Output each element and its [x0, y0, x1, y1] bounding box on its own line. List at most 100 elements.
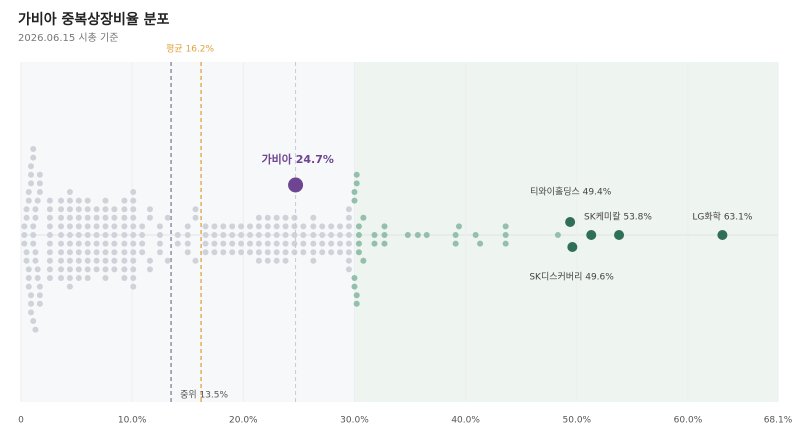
company-dot [46, 223, 53, 230]
company-dot [291, 249, 298, 256]
company-dot [111, 206, 118, 213]
company-dot [381, 223, 388, 230]
company-dot [34, 275, 41, 281]
company-dot [300, 240, 307, 247]
company-dot [255, 223, 262, 230]
company-dot [84, 223, 91, 230]
company-dot [355, 249, 362, 256]
company-dot [75, 232, 82, 238]
company-dot [156, 249, 163, 256]
company-dot [84, 275, 91, 281]
company-dot [102, 197, 109, 204]
highlight-label: SK디스커버리 49.6% [529, 272, 614, 283]
company-dot [502, 240, 509, 247]
highlight-dot [717, 230, 728, 240]
company-dot [139, 223, 146, 230]
company-dot [102, 249, 109, 256]
company-dot [21, 232, 28, 238]
highlight-label: SK케미칼 53.8% [584, 212, 652, 223]
company-dot [192, 257, 199, 264]
company-dot [30, 146, 37, 152]
company-dot [84, 249, 91, 256]
company-dot [202, 232, 209, 238]
company-dot [121, 206, 128, 213]
chart-subtitle: 2026.06.15 시총 기준 [18, 32, 118, 44]
company-dot [220, 240, 227, 247]
company-dot [353, 180, 360, 187]
company-dot [84, 266, 91, 273]
company-dot [84, 206, 91, 213]
reference-label: 중위 13.5% [180, 390, 228, 401]
company-dot [246, 232, 253, 238]
company-dot [28, 309, 35, 316]
company-dot [121, 266, 128, 273]
company-dot [351, 275, 358, 281]
company-dot [246, 223, 253, 230]
company-dot [264, 249, 271, 256]
company-dot [264, 223, 271, 230]
company-dot [66, 249, 73, 256]
company-dot [282, 240, 289, 247]
company-dot [36, 189, 43, 195]
company-dot [30, 232, 37, 238]
company-dot [184, 240, 191, 247]
company-dot [255, 240, 262, 247]
company-dot [66, 206, 73, 213]
company-dot [75, 275, 82, 281]
company-dot [121, 232, 128, 238]
company-dot [75, 223, 82, 230]
company-dot [238, 249, 245, 256]
company-dot [202, 249, 209, 256]
company-dot [273, 232, 280, 238]
company-dot [111, 240, 118, 247]
company-dot [184, 232, 191, 238]
company-dot [404, 232, 411, 238]
x-tick-label: 60.0% [674, 416, 703, 426]
company-dot [202, 223, 209, 230]
company-dot [66, 223, 73, 230]
company-dot [66, 257, 73, 264]
company-dot [156, 240, 163, 247]
company-dot [220, 232, 227, 238]
company-dot [238, 240, 245, 247]
company-dot [130, 232, 137, 238]
company-dot [84, 232, 91, 238]
company-dot [130, 223, 137, 230]
company-dot [93, 249, 100, 256]
company-dot [28, 180, 35, 187]
company-dot [121, 257, 128, 264]
company-dot [273, 249, 280, 256]
company-dot [146, 266, 153, 273]
company-dot [121, 240, 128, 247]
company-dot [264, 232, 271, 238]
company-dot [282, 223, 289, 230]
company-dot [139, 240, 146, 247]
company-dot [229, 232, 236, 238]
company-dot [310, 223, 317, 230]
company-dot [345, 249, 352, 256]
company-dot [502, 223, 509, 230]
company-dot [46, 197, 53, 204]
company-dot [174, 232, 181, 238]
company-dot [345, 266, 352, 273]
company-dot [345, 240, 352, 247]
x-tick-label: 10.0% [118, 416, 147, 426]
company-dot [351, 197, 358, 204]
company-dot [554, 232, 561, 238]
company-dot [28, 292, 35, 299]
company-dot [32, 214, 39, 221]
company-dot [34, 266, 41, 273]
company-dot [220, 223, 227, 230]
company-dot [25, 189, 32, 195]
company-dot [121, 223, 128, 230]
company-dot [23, 206, 30, 213]
company-dot [355, 240, 362, 247]
company-dot [255, 232, 262, 238]
company-dot [58, 223, 65, 230]
x-tick-label: 20.0% [229, 416, 258, 426]
company-dot [111, 266, 118, 273]
highlight-dot [567, 242, 578, 252]
company-dot [46, 206, 53, 213]
company-dot [273, 257, 280, 264]
